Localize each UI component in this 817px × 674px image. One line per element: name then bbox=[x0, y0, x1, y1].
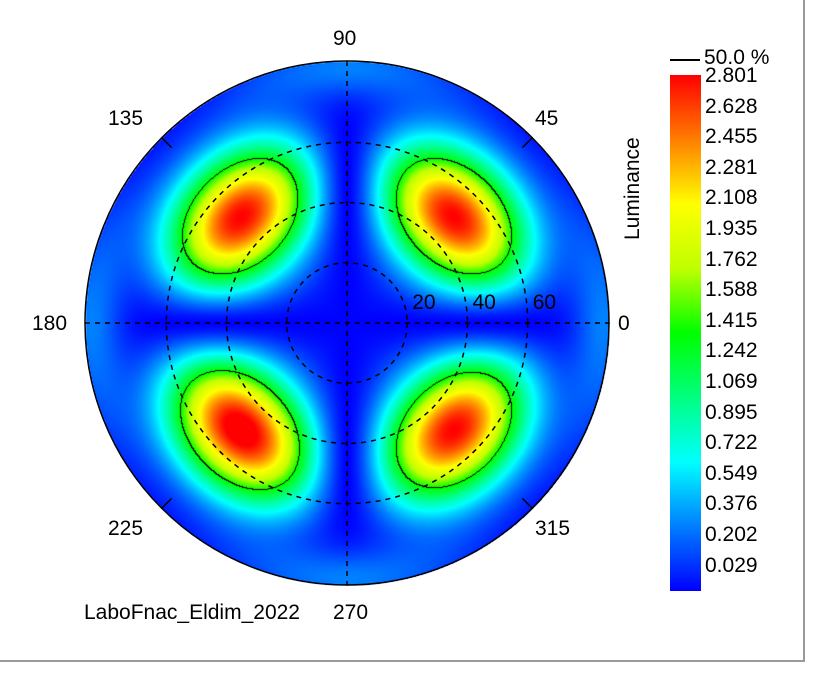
colorbar-tick: 2.455 bbox=[705, 125, 758, 149]
colorbar-tick: 1.069 bbox=[705, 370, 758, 393]
radial-label: 20 bbox=[412, 291, 436, 314]
azimuth-tick-315 bbox=[521, 497, 533, 509]
azimuth-label: 225 bbox=[108, 517, 144, 540]
azimuth-label: 45 bbox=[535, 107, 559, 130]
colorbar-title: Luminance bbox=[621, 137, 644, 240]
colorbar-tick: 1.935 bbox=[705, 217, 758, 240]
azimuth-label: 270 bbox=[333, 601, 369, 624]
colorbar-tick: 2.628 bbox=[705, 94, 758, 118]
colorbar-tick: 2.108 bbox=[705, 186, 758, 210]
colorbar-tick: 1.588 bbox=[705, 278, 758, 302]
colorbar-tick: 1.415 bbox=[705, 308, 758, 332]
azimuth-tick-225 bbox=[161, 497, 173, 509]
colorbar-tick: 1.762 bbox=[705, 247, 758, 271]
colorbar-tick: 2.281 bbox=[705, 155, 758, 179]
colorbar-tick: 0.202 bbox=[705, 523, 758, 546]
colorbar bbox=[670, 75, 701, 591]
colorbar-tick: 0.376 bbox=[705, 492, 758, 516]
colorbar-tick: 1.242 bbox=[705, 339, 758, 363]
colorbar-tick: 0.722 bbox=[705, 431, 758, 455]
colorbar-tick: 0.895 bbox=[705, 400, 758, 424]
azimuth-tick-135 bbox=[161, 137, 173, 149]
azimuth-label: 135 bbox=[108, 107, 144, 130]
colorbar-tick: 0.029 bbox=[705, 553, 758, 577]
colorbar-tick: 0.549 bbox=[705, 461, 758, 485]
azimuth-label: 315 bbox=[535, 517, 571, 540]
azimuth-label: 180 bbox=[32, 312, 68, 335]
radial-label: 60 bbox=[532, 291, 557, 314]
colorbar-tick: 2.801 bbox=[705, 64, 758, 87]
radial-label: 40 bbox=[472, 291, 496, 314]
azimuth-label: 0 bbox=[618, 312, 630, 335]
azimuth-tick-45 bbox=[521, 137, 533, 149]
footer-label: LaboFnac_Eldim_2022 bbox=[84, 601, 300, 624]
azimuth-label: 90 bbox=[333, 27, 357, 50]
contour-legend-label: 50.0 % bbox=[704, 46, 770, 69]
